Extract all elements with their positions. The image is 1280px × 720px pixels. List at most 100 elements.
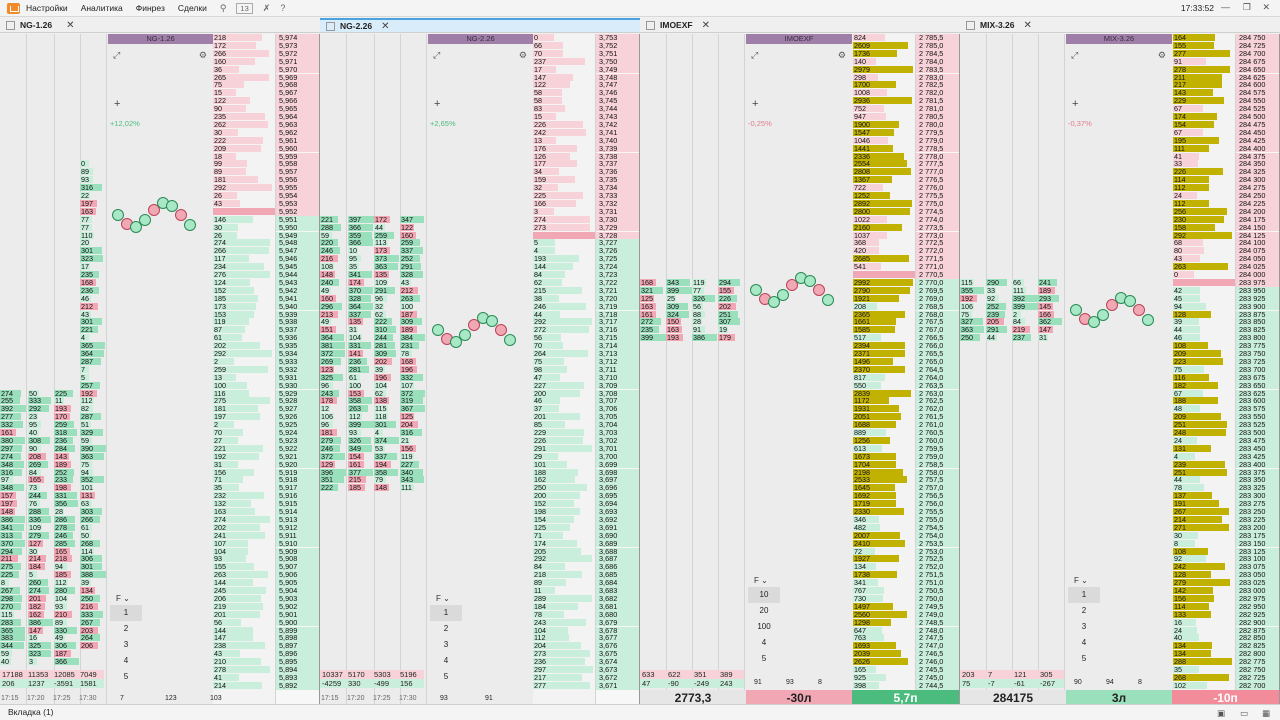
price-level[interactable]: 284 700: [1239, 48, 1266, 58]
price-level[interactable]: 284 650: [1239, 64, 1266, 74]
price-level[interactable]: 5,945: [279, 262, 298, 272]
price-level[interactable]: 5,908: [279, 554, 298, 564]
price-level[interactable]: 5,904: [279, 586, 298, 595]
menu-settings[interactable]: Настройки: [26, 3, 68, 13]
price-level[interactable]: 5,927: [279, 404, 298, 414]
price-level[interactable]: 2 776,0: [919, 183, 944, 193]
layout-icon[interactable]: ▣: [1216, 708, 1225, 718]
price-level[interactable]: 5,909: [279, 546, 298, 556]
price-level[interactable]: 3,747: [599, 80, 618, 90]
price-level[interactable]: 5,931: [279, 372, 298, 382]
price-level[interactable]: 3,698: [599, 467, 618, 477]
price-level[interactable]: 5,954: [279, 191, 298, 200]
price-level[interactable]: 3,685: [599, 570, 618, 580]
price-level[interactable]: 5,939: [279, 309, 298, 319]
price-level[interactable]: 3,713: [599, 349, 618, 358]
price-level[interactable]: 3,751: [599, 48, 618, 58]
price-level[interactable]: 283 400: [1239, 459, 1266, 469]
price-level[interactable]: 3,734: [599, 183, 618, 193]
price-level[interactable]: 3,729: [599, 222, 618, 232]
price-level[interactable]: 283 800: [1239, 333, 1266, 343]
price-level[interactable]: 2 755,5: [919, 507, 944, 516]
price-level[interactable]: 3,696: [599, 483, 618, 493]
price-level[interactable]: 2 750,0: [919, 593, 944, 603]
price-level[interactable]: 2 758,0: [919, 467, 944, 477]
price-level[interactable]: 283 100: [1239, 554, 1266, 564]
price-level[interactable]: 284 050: [1239, 254, 1266, 264]
tab-mix-3-26[interactable]: MIX-3.26 ✕: [960, 18, 1280, 33]
price-level[interactable]: 5,918: [279, 475, 298, 485]
price-level[interactable]: 2 774,5: [919, 206, 944, 216]
price-level[interactable]: 3,699: [599, 459, 618, 469]
price-level[interactable]: 5,965: [279, 104, 298, 114]
chart-tool-icon[interactable]: ⤢: [433, 50, 441, 60]
grid-icon[interactable]: ▦: [1261, 708, 1270, 718]
price-level[interactable]: 5,926: [279, 412, 298, 422]
price-level[interactable]: 5,972: [279, 48, 298, 58]
price-level[interactable]: 2 753,0: [919, 546, 944, 556]
price-level[interactable]: 3,693: [599, 507, 618, 516]
price-level[interactable]: 2 781,5: [919, 96, 944, 106]
price-level[interactable]: 2 763,5: [919, 380, 944, 390]
price-level[interactable]: 5,947: [279, 246, 298, 256]
price-level[interactable]: 2 777,0: [919, 167, 944, 177]
price-level[interactable]: 284 250: [1239, 191, 1266, 200]
price-level[interactable]: 3,686: [599, 562, 618, 572]
price-level[interactable]: 2 759,0: [919, 451, 944, 461]
price-level[interactable]: 284 575: [1239, 88, 1266, 98]
price-level[interactable]: 2 761,5: [919, 412, 944, 422]
price-level[interactable]: 2 762,0: [919, 404, 944, 414]
price-level[interactable]: 284 500: [1239, 112, 1266, 121]
price-level[interactable]: 284 325: [1239, 167, 1266, 177]
price-level[interactable]: 5,953: [279, 198, 298, 208]
price-level[interactable]: 3,727: [599, 238, 618, 248]
price-level[interactable]: 3,708: [599, 388, 618, 398]
frequency-option[interactable]: 4: [1081, 638, 1087, 647]
price-level[interactable]: 282 975: [1239, 593, 1266, 603]
price-level[interactable]: 5,941: [279, 293, 298, 303]
price-level[interactable]: 2 785,0: [919, 40, 944, 50]
price-level[interactable]: 3,690: [599, 530, 618, 540]
price-level[interactable]: 283 775: [1239, 341, 1266, 351]
price-ladder[interactable]: 284 750 284 725 284 700 284 675 284 650 284 6…: [1236, 34, 1279, 704]
price-level[interactable]: 5,920: [279, 459, 298, 469]
price-level[interactable]: 5,922: [279, 443, 298, 453]
price-level[interactable]: 5,969: [279, 72, 298, 82]
price-level[interactable]: 5,938: [279, 317, 298, 327]
price-level[interactable]: 3,688: [599, 546, 618, 556]
frequency-option[interactable]: 20: [759, 606, 769, 615]
price-level[interactable]: 2 751,5: [919, 570, 944, 580]
price-level[interactable]: 3,712: [599, 356, 618, 366]
price-level[interactable]: 5,892: [279, 680, 298, 690]
price-level[interactable]: 2 755,0: [919, 514, 944, 524]
price-level[interactable]: 2 764,5: [919, 364, 944, 374]
frequency-option[interactable]: 3: [1081, 622, 1087, 631]
price-level[interactable]: 283 375: [1239, 467, 1266, 477]
price-level[interactable]: 3,692: [599, 514, 618, 524]
price-level[interactable]: 283 075: [1239, 562, 1266, 572]
price-level[interactable]: 5,944: [279, 270, 298, 279]
price-level[interactable]: 2 757,0: [919, 483, 944, 493]
link-icon[interactable]: ⚲: [219, 2, 227, 13]
price-level[interactable]: 2 767,5: [919, 317, 944, 327]
price-level[interactable]: 5,964: [279, 112, 298, 121]
price-level[interactable]: 3,720: [599, 293, 618, 303]
price-level[interactable]: 3,746: [599, 88, 618, 98]
gear-icon[interactable]: ⚙: [1157, 50, 1166, 60]
price-level[interactable]: 3,724: [599, 262, 618, 272]
price-level[interactable]: 2 776,5: [919, 175, 944, 185]
price-level[interactable]: 5,893: [279, 672, 298, 682]
price-level[interactable]: 3,677: [599, 633, 618, 643]
price-level[interactable]: 282 875: [1239, 625, 1266, 635]
price-level[interactable]: 5,906: [279, 570, 298, 580]
price-level[interactable]: 2 772,0: [919, 246, 944, 256]
workspace-tab[interactable]: Вкладка (1): [8, 707, 54, 717]
price-level[interactable]: 3,673: [599, 665, 618, 674]
frequency-option[interactable]: 5: [443, 672, 449, 681]
price-level[interactable]: 3,725: [599, 254, 618, 264]
price-level[interactable]: 3,703: [599, 428, 618, 437]
price-level[interactable]: 3,679: [599, 617, 618, 627]
price-level[interactable]: 2 760,5: [919, 428, 944, 437]
chart-area[interactable]: NG-1.26 ⤢ ⚙ + +12,02% F ⌄ 1 2 3 4 5: [108, 34, 213, 704]
price-level[interactable]: 5,967: [279, 88, 298, 98]
